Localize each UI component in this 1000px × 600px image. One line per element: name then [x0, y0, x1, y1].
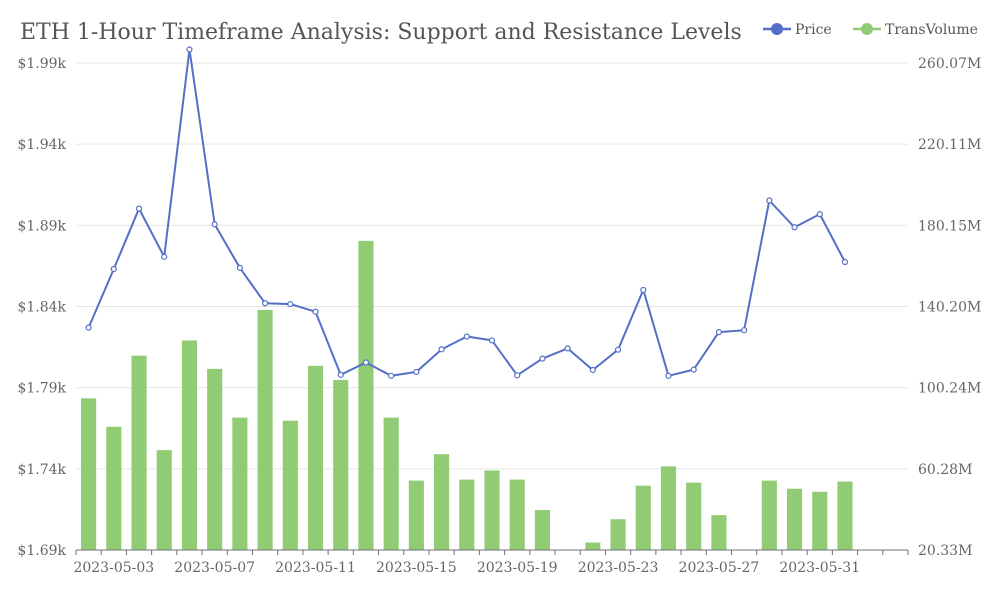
price-point[interactable]: [640, 286, 647, 294]
y-left-tick-label: $1.79k: [17, 381, 66, 397]
volume-bar[interactable]: [711, 515, 727, 550]
volume-bar[interactable]: [106, 426, 122, 550]
price-point[interactable]: [564, 345, 571, 352]
price-point[interactable]: [741, 327, 748, 334]
price-point[interactable]: [186, 46, 193, 53]
volume-bar[interactable]: [509, 479, 525, 550]
volume-bar[interactable]: [812, 491, 828, 550]
x-tick-label: 2023-05-23: [578, 560, 659, 576]
price-point[interactable]: [413, 368, 420, 376]
volume-bar[interactable]: [660, 466, 677, 550]
legend-item-transvolume[interactable]: TransVolume: [853, 22, 978, 38]
y-left-tick-label: $1.74k: [17, 462, 66, 478]
volume-bar[interactable]: [282, 420, 298, 550]
volume-bar[interactable]: [81, 398, 97, 550]
y-right-tick-label: 140.20M: [918, 300, 981, 316]
volume-bar[interactable]: [837, 481, 853, 550]
price-point[interactable]: [362, 359, 370, 366]
axes: $1.69k 20.33M $1.74k 60.28M $1.79k 100.24M $1.…: [17, 56, 981, 576]
x-tick-label: 2023-05-27: [679, 560, 760, 576]
y-right-tick-label: 100.24M: [918, 381, 981, 397]
price-point[interactable]: [614, 346, 622, 353]
volume-bar[interactable]: [610, 519, 626, 550]
price-line: [85, 46, 849, 379]
y-left-tick-label: $1.89k: [17, 218, 66, 234]
y-left-tick-label: $1.99k: [17, 56, 66, 72]
volume-bar[interactable]: [434, 454, 450, 550]
price-point[interactable]: [665, 372, 672, 379]
y-left-tick-label: $1.84k: [17, 300, 66, 316]
volume-bar[interactable]: [307, 365, 324, 550]
price-point[interactable]: [589, 366, 596, 374]
price-polyline: [87, 48, 846, 377]
x-tick-label: 2023-05-11: [275, 560, 356, 576]
legend-label-transvolume: TransVolume: [885, 22, 978, 38]
price-point[interactable]: [110, 265, 117, 273]
price-point[interactable]: [690, 366, 697, 373]
volume-bar[interactable]: [333, 380, 349, 550]
x-tick-label: 2023-05-31: [779, 560, 860, 576]
volume-bar[interactable]: [761, 480, 777, 550]
volume-bar[interactable]: [181, 340, 198, 550]
price-point[interactable]: [312, 308, 319, 315]
volume-bar[interactable]: [156, 450, 172, 550]
price-point[interactable]: [488, 337, 496, 344]
volume-bar[interactable]: [585, 542, 601, 550]
legend-label-price: Price: [795, 22, 832, 38]
chart-title: ETH 1-Hour Timeframe Analysis: Support a…: [20, 20, 742, 45]
legend[interactable]: Price TransVolume: [763, 22, 978, 38]
volume-bar[interactable]: [232, 417, 248, 550]
price-point[interactable]: [85, 324, 92, 331]
price-point[interactable]: [715, 329, 723, 336]
volume-bars: [81, 240, 853, 550]
x-tick-label: 2023-05-19: [477, 560, 558, 576]
volume-bar[interactable]: [131, 355, 147, 550]
price-point[interactable]: [463, 333, 470, 340]
y-right-tick-label: 60.28M: [918, 462, 972, 478]
price-point[interactable]: [438, 346, 445, 353]
price-point[interactable]: [841, 258, 849, 266]
volume-bar[interactable]: [408, 480, 424, 550]
price-point[interactable]: [211, 221, 218, 228]
price-point[interactable]: [261, 300, 269, 307]
x-tick-label: 2023-05-15: [376, 560, 457, 576]
price-point[interactable]: [287, 300, 294, 308]
volume-bar[interactable]: [484, 470, 500, 550]
y-right-tick-label: 220.11M: [918, 137, 981, 153]
y-left-tick-label: $1.94k: [17, 137, 66, 153]
volume-bar[interactable]: [459, 479, 475, 550]
y-right-tick-label: 180.15M: [918, 218, 981, 234]
x-tick-label: 2023-05-07: [174, 560, 255, 576]
volume-bar[interactable]: [686, 482, 702, 550]
volume-bar[interactable]: [786, 488, 803, 550]
x-tick-label: 2023-05-03: [73, 560, 154, 576]
price-point[interactable]: [766, 197, 773, 204]
volume-bar[interactable]: [383, 417, 399, 550]
price-point[interactable]: [791, 224, 798, 231]
y-left-tick-label: $1.69k: [17, 543, 66, 559]
price-point[interactable]: [236, 264, 243, 271]
volume-bar[interactable]: [207, 368, 223, 550]
price-point[interactable]: [539, 355, 546, 362]
volume-bar[interactable]: [257, 309, 273, 550]
volume-bar[interactable]: [534, 510, 550, 550]
legend-item-price[interactable]: Price: [763, 22, 832, 38]
volume-bar[interactable]: [635, 485, 651, 550]
price-point[interactable]: [161, 253, 168, 260]
price-point[interactable]: [337, 371, 344, 378]
price-point[interactable]: [816, 211, 823, 218]
volume-bar[interactable]: [358, 240, 374, 550]
y-right-tick-label: 260.07M: [918, 56, 981, 72]
y-right-tick-label: 20.33M: [918, 543, 972, 559]
price-point[interactable]: [388, 372, 395, 379]
price-point[interactable]: [514, 372, 521, 379]
price-point[interactable]: [135, 205, 143, 212]
